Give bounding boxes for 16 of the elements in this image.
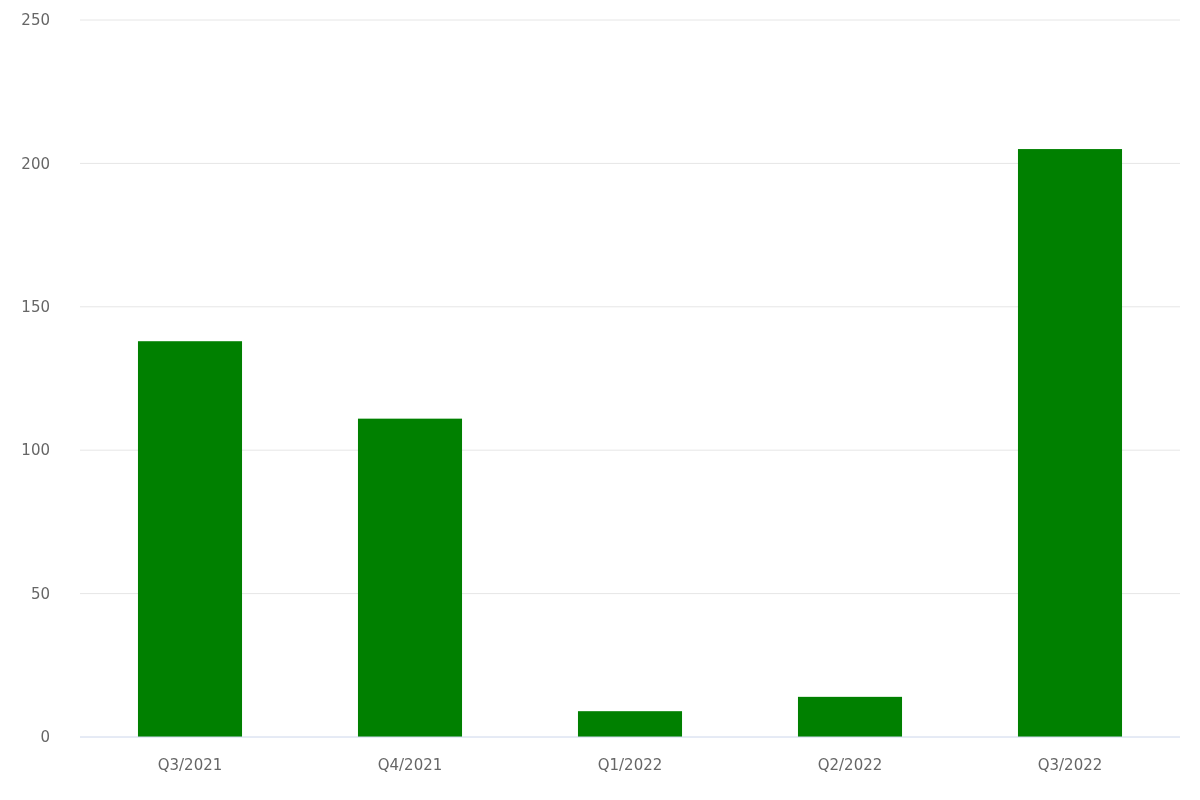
x-tick-label: Q2/2022 — [817, 756, 883, 774]
bar — [577, 711, 683, 737]
y-tick-label: 250 — [21, 11, 50, 30]
x-tick-label: Q3/2021 — [157, 756, 223, 774]
y-tick-label: 200 — [21, 154, 50, 173]
bar — [797, 696, 903, 737]
y-tick-label: 100 — [21, 441, 50, 460]
x-tick-label: Q3/2022 — [1037, 756, 1103, 774]
x-tick-label: Q4/2021 — [377, 756, 443, 774]
bar — [137, 341, 243, 737]
y-tick-label: 150 — [21, 298, 50, 317]
x-tick-label: Q1/2022 — [597, 756, 663, 774]
y-tick-label: 50 — [30, 584, 50, 603]
y-tick-label: 0 — [40, 728, 50, 747]
bar — [357, 418, 463, 737]
bar — [1017, 149, 1123, 737]
